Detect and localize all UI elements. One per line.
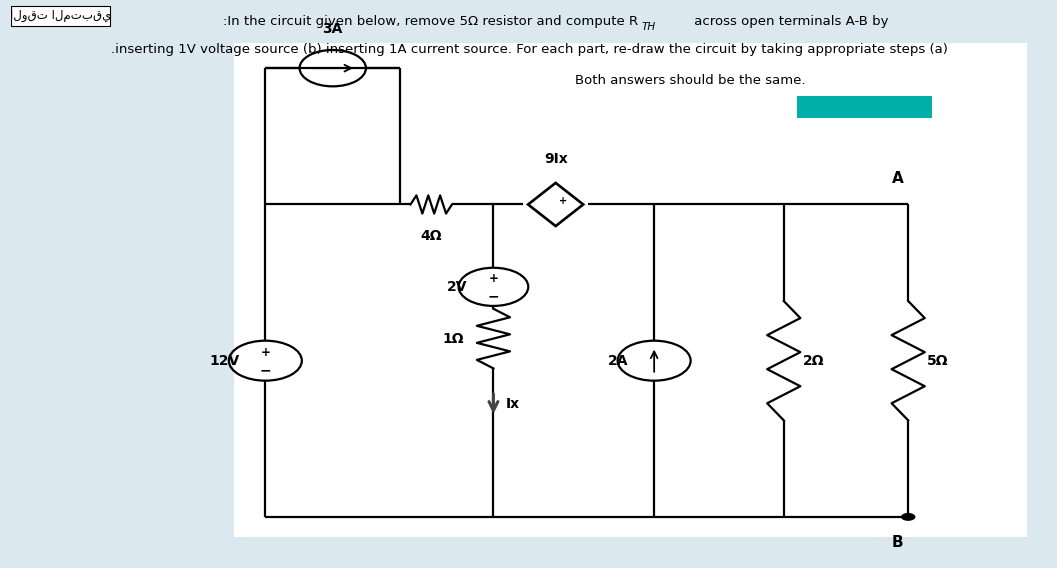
Text: 12V: 12V — [209, 354, 240, 367]
Bar — [797, 96, 932, 118]
Text: 9Ix: 9Ix — [543, 152, 568, 166]
Text: 2V: 2V — [447, 280, 467, 294]
Text: +: + — [559, 195, 567, 206]
Bar — [235, 43, 1027, 537]
Text: 2Ω: 2Ω — [802, 354, 823, 367]
Text: B: B — [892, 535, 904, 550]
Text: +: + — [488, 272, 498, 285]
Text: الوقت المتبقي: الوقت المتبقي — [11, 10, 112, 22]
Bar — [12, 6, 110, 26]
Text: .inserting 1V voltage source (b) inserting 1A current source. For each part, re-: .inserting 1V voltage source (b) inserti… — [111, 44, 948, 56]
Text: across open terminals A-B by: across open terminals A-B by — [690, 15, 889, 28]
Text: TH: TH — [642, 22, 655, 32]
Text: 3A: 3A — [322, 22, 342, 36]
Text: 2A: 2A — [608, 354, 628, 367]
Text: −: − — [487, 289, 499, 303]
Circle shape — [901, 513, 915, 521]
Text: Both answers should be the same.: Both answers should be the same. — [575, 74, 805, 87]
Text: +: + — [260, 346, 271, 359]
Text: Ix: Ix — [506, 396, 520, 411]
Text: 4Ω: 4Ω — [421, 229, 442, 243]
Text: A: A — [892, 172, 904, 186]
Text: :In the circuit given below, remove 5Ω resistor and compute R: :In the circuit given below, remove 5Ω r… — [223, 15, 638, 28]
Text: 5Ω: 5Ω — [927, 354, 948, 367]
Text: −: − — [260, 364, 272, 377]
Text: 1Ω: 1Ω — [443, 332, 464, 345]
